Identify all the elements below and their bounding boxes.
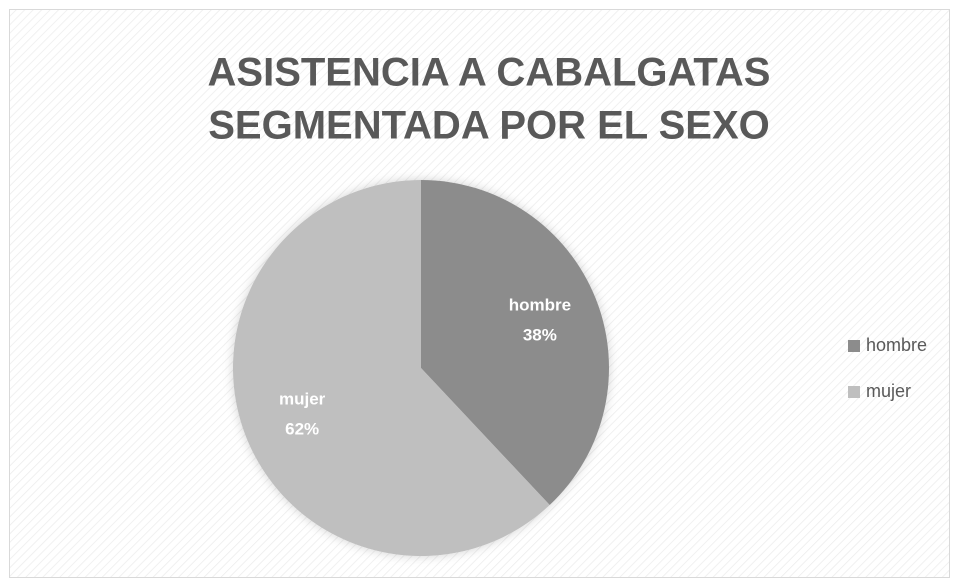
pie-slice <box>233 180 550 557</box>
chart-title: SEGMENTADA POR EL SEXO <box>208 104 770 148</box>
chart-title: ASISTENCIA A CABALGATAS <box>208 51 771 95</box>
legend-swatch <box>848 340 860 352</box>
legend-swatch <box>848 386 860 398</box>
data-label-category: hombre <box>509 295 571 314</box>
pie <box>233 179 609 557</box>
data-label-value: 38% <box>523 325 557 344</box>
data-label-value: 62% <box>285 420 319 439</box>
data-label-category: mujer <box>279 390 326 409</box>
legend-label: mujer <box>866 381 911 401</box>
pie-slice <box>421 179 609 506</box>
legend-label: hombre <box>866 335 927 355</box>
